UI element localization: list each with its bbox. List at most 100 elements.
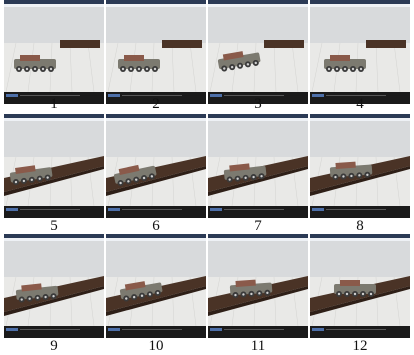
robot-body [113,165,157,184]
robot-body [118,59,160,69]
platform-edge [208,286,308,316]
window-titlebar [208,234,308,238]
frame-image [208,0,308,104]
wall [106,7,206,43]
player-controlbar [310,206,410,218]
frame-label-3: 3 [254,96,262,112]
seek-bar [326,209,386,210]
frame-image [310,234,410,338]
play-control [210,328,222,331]
frame-label-10: 10 [148,338,164,354]
video-frame-10 [106,234,206,338]
window-menubar [310,118,410,121]
wall [208,7,308,43]
frame-image [208,114,308,218]
frame-image [310,114,410,218]
robot-board [118,164,140,175]
window-titlebar [208,114,308,118]
wall [208,241,308,277]
window-menubar [310,238,410,241]
seek-bar [326,95,386,96]
frame-image [4,234,104,338]
wall [310,121,410,157]
frame-image [106,114,206,218]
robot-body [217,52,261,70]
window-titlebar [4,0,104,4]
play-control [210,94,222,97]
wall [310,241,410,277]
video-frame-12 [310,234,410,338]
frame-image [310,0,410,104]
platform-edge [310,166,410,196]
robot [119,281,163,302]
robot-board [20,55,40,61]
frame-label-12: 12 [352,338,368,354]
robot [15,283,59,303]
platform-edge [310,286,410,316]
robot-board [15,165,36,174]
robot-board [229,163,250,172]
video-frame-11 [208,234,308,338]
video-frame-4 [310,0,410,104]
platform-edge [106,286,206,316]
window-menubar [4,4,104,7]
play-control [108,328,120,331]
frame-label-7: 7 [254,218,262,234]
window-titlebar [310,234,410,238]
player-controlbar [310,326,410,338]
window-titlebar [4,114,104,118]
platform [264,40,304,48]
platform-edge [208,166,308,196]
window-titlebar [208,0,308,4]
frame-label-8: 8 [356,218,364,234]
platform-edge [106,166,206,196]
frame-image [106,0,206,104]
seek-bar [20,95,80,96]
robot [324,55,366,72]
platform [60,40,100,48]
robot [334,280,376,297]
wall [310,7,410,43]
video-frame-9 [4,234,104,338]
robot [329,161,373,181]
robot [113,164,157,186]
play-control [210,208,222,211]
window-menubar [208,238,308,241]
frame-row-1 [4,0,410,104]
frame-label-6: 6 [152,218,160,234]
video-frame-7 [208,114,308,218]
player-controlbar [106,326,206,338]
wall [106,241,206,277]
window-titlebar [106,234,206,238]
player-controlbar [4,206,104,218]
frame-image [4,114,104,218]
video-frame-2 [106,0,206,104]
seek-bar [20,209,80,210]
play-control [6,208,18,211]
frame-label-4: 4 [356,96,364,112]
robot-board [235,279,256,287]
robot-board [124,55,144,61]
play-control [312,208,324,211]
seek-bar [224,329,284,330]
platform [4,156,104,192]
robot-board [222,51,244,61]
window-menubar [4,238,104,241]
window-titlebar [4,234,104,238]
frame-row-2 [4,114,410,218]
seek-bar [122,329,182,330]
window-titlebar [106,0,206,4]
player-controlbar [4,326,104,338]
video-frame-1 [4,0,104,104]
robot-board [21,283,42,292]
seek-bar [224,95,284,96]
robot [229,279,273,299]
window-titlebar [310,114,410,118]
robot [9,165,53,186]
seek-bar [122,209,182,210]
robot-board [335,161,356,169]
frame-label-9: 9 [50,338,58,354]
frame-label-5: 5 [50,218,58,234]
window-titlebar [106,114,206,118]
video-frame-8 [310,114,410,218]
